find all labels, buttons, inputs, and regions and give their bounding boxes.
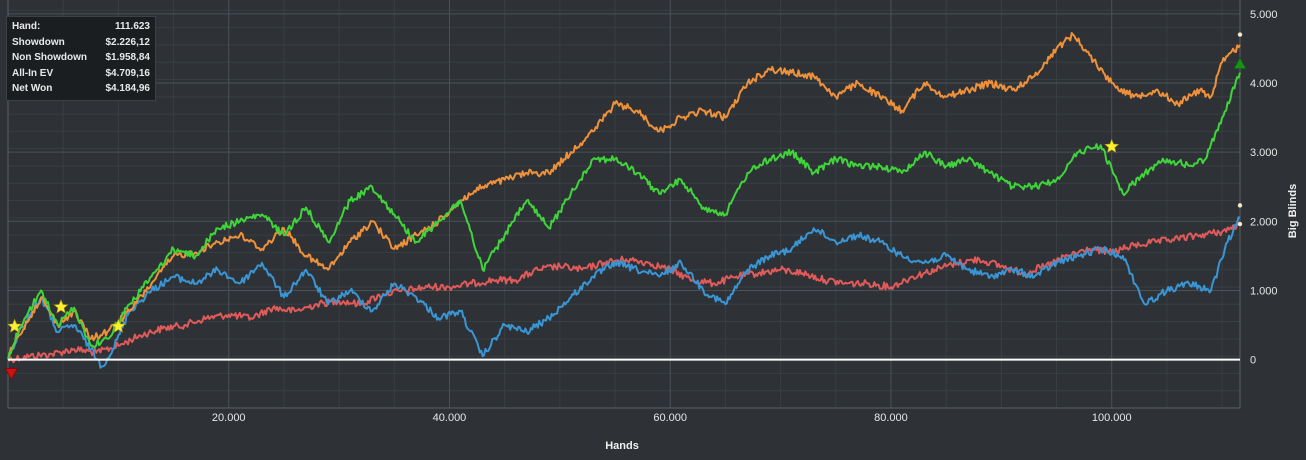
x-tick-label: 20.000 xyxy=(212,412,246,424)
up-triangle-marker xyxy=(1233,56,1247,69)
stat-row-all-in-ev: All-In EV $4.709,16 xyxy=(12,66,150,82)
stats-panel: Hand: 111.623 Showdown $2.226,12 Non Sho… xyxy=(6,16,156,101)
series-line xyxy=(7,216,1241,369)
stat-row-net-won: Net Won $4.184,96 xyxy=(12,81,150,97)
series-line xyxy=(7,72,1241,360)
x-axis-title: Hands xyxy=(605,440,639,452)
stat-label: Net Won xyxy=(12,83,53,94)
stat-row-hand: Hand: 111.623 xyxy=(12,19,150,35)
stat-label: Showdown xyxy=(12,36,65,48)
end-dot-marker xyxy=(1237,221,1243,227)
stat-row-non-showdown: Non Showdown $1.958,84 xyxy=(12,50,150,66)
star-marker xyxy=(53,299,69,314)
y-tick-label: 4.000 xyxy=(1250,78,1278,90)
stat-label: Hand: xyxy=(12,21,41,32)
stat-label: Non Showdown xyxy=(12,52,87,63)
y-axis-title: Big Blinds xyxy=(1287,184,1299,238)
stat-value: 111.623 xyxy=(114,21,150,32)
star-marker xyxy=(110,318,126,333)
star-marker xyxy=(1104,138,1120,153)
y-tick-label: 2.000 xyxy=(1250,216,1278,228)
series-line xyxy=(7,32,1241,358)
end-dot-marker xyxy=(1237,32,1243,37)
x-tick-label: 100.000 xyxy=(1092,412,1132,424)
down-triangle-marker xyxy=(4,368,18,381)
y-tick-label: 1.000 xyxy=(1250,285,1278,297)
star-marker xyxy=(7,318,23,333)
stat-value: $4.184,96 xyxy=(105,83,151,94)
y-tick-label: 3.000 xyxy=(1250,147,1278,159)
series-lines xyxy=(7,32,1241,369)
stat-label: All-In EV xyxy=(12,67,54,79)
y-axis-ticks: 0 1.000 2.000 3.000 4.000 5.000 xyxy=(1250,9,1278,367)
stat-value: $2.226,12 xyxy=(105,36,151,48)
end-dot-marker xyxy=(1237,203,1243,208)
markers xyxy=(4,32,1247,381)
x-tick-label: 80.000 xyxy=(874,412,908,424)
x-axis-ticks: 20.000 40.000 60.000 80.000 100.000 xyxy=(212,412,1132,424)
x-tick-label: 60.000 xyxy=(653,412,687,424)
x-tick-label: 40.000 xyxy=(433,412,467,424)
y-tick-label: 0 xyxy=(1250,355,1256,367)
grid-lines xyxy=(7,0,1241,409)
stat-value: $1.958,84 xyxy=(105,52,151,63)
y-tick-label: 5.000 xyxy=(1250,9,1278,21)
series-line xyxy=(7,222,1241,364)
stat-value: $4.709,16 xyxy=(105,67,151,79)
stat-row-showdown: Showdown $2.226,12 xyxy=(12,35,150,51)
